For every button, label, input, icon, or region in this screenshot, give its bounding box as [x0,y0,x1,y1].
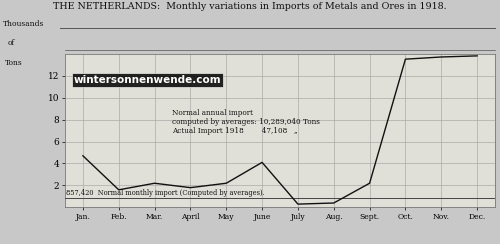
Text: Normal annual import
computed by averages: 10,289,040 Tons: Normal annual import computed by average… [172,109,320,126]
Text: wintersonnenwende.com: wintersonnenwende.com [74,75,221,85]
Text: Thousands: Thousands [2,20,44,28]
Text: 857,420  Normal monthly import (Computed by averages).: 857,420 Normal monthly import (Computed … [66,189,264,197]
Text: THE NETHERLANDS:  Monthly variations in Imports of Metals and Ores in 1918.: THE NETHERLANDS: Monthly variations in I… [53,2,447,11]
Text: Actual Import 1918        47,108   „: Actual Import 1918 47,108 „ [172,127,298,135]
Text: of: of [8,39,15,47]
Text: Tons: Tons [5,59,23,67]
